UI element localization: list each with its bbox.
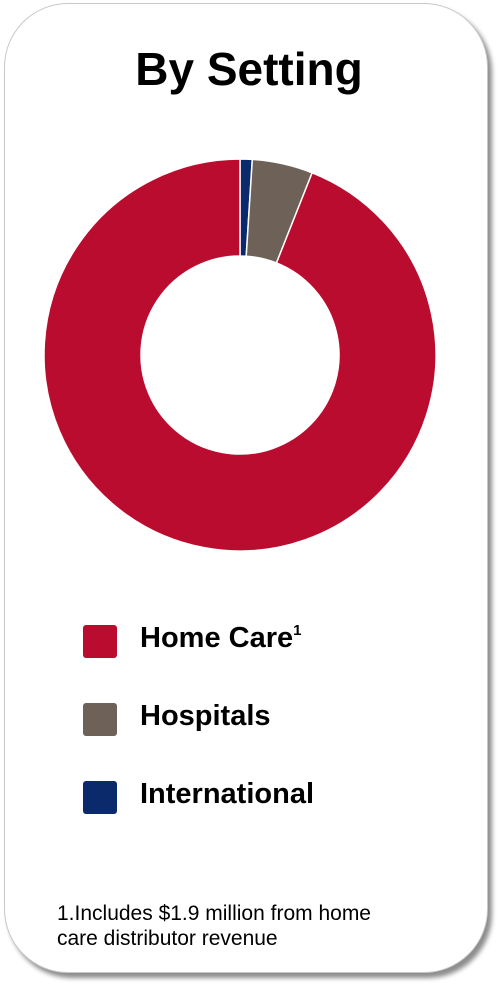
legend-label-international: International	[140, 778, 315, 810]
legend-label-home-care: Home Care1	[140, 622, 302, 654]
chart-title: By Setting	[135, 43, 363, 95]
legend-swatch-international	[83, 781, 117, 814]
data-label-hospitals: 5%	[262, 321, 303, 352]
legend-footnote-marker: 1	[293, 622, 302, 639]
legend-swatch-home-care	[83, 625, 117, 658]
legend-swatch-hospitals	[83, 703, 117, 736]
slice-home-care	[43, 158, 437, 552]
footnote: 1.Includes $1.9 million from home care d…	[57, 901, 457, 951]
data-label-international: 1%	[197, 315, 238, 346]
footnote-line-2: care distributor revenue	[57, 927, 278, 950]
legend-label-hospitals: Hospitals	[140, 700, 271, 732]
footnote-line-1: 1.Includes $1.9 million from home	[57, 902, 371, 925]
donut-chart: 1%5%94%	[43, 158, 437, 552]
